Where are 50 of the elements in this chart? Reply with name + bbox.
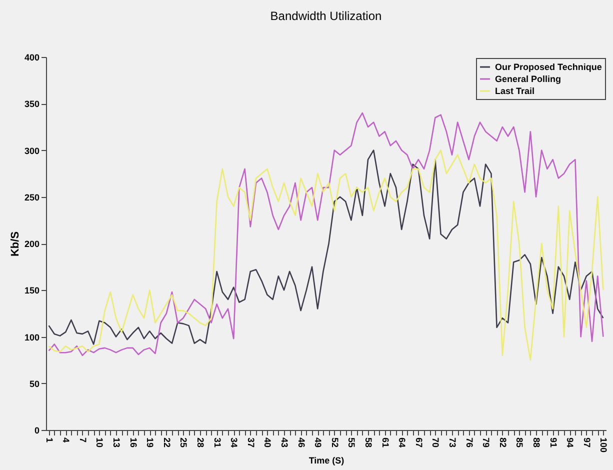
x-tick-label: 76 [464,438,474,448]
x-tick-label: 79 [481,438,492,448]
x-tick-label: 46 [296,438,306,448]
y-tick-label: 250 [24,192,40,202]
x-tick-label: 52 [330,438,340,448]
x-tick-label: 4 [61,438,72,443]
x-tick-label: 85 [514,438,525,448]
x-tick-label: 70 [430,438,441,448]
x-tick-label: 61 [380,438,390,448]
x-tick-label: 43 [280,438,290,448]
y-tick-label: 0 [34,426,40,436]
x-tick-label: 13 [112,438,122,448]
x-tick-label: 40 [262,438,273,448]
x-tick-label: 31 [212,438,222,448]
x-tick-label: 82 [498,438,508,448]
x-tick-label: 91 [548,438,558,448]
x-tick-label: 19 [145,438,156,448]
x-tick-label: 64 [397,438,408,448]
x-tick-label: 49 [313,438,324,448]
x-tick-label: 7 [78,438,88,443]
x-tick-label: 73 [448,438,458,448]
y-axis-title: Kb/S [9,231,22,257]
legend-label: Last Trail [495,86,535,96]
x-tick-label: 94 [565,438,576,448]
x-tick-label: 10 [94,438,105,448]
x-tick-label: 88 [532,438,542,448]
x-tick-label: 67 [414,438,424,448]
x-tick-label: 25 [178,438,189,448]
y-tick-label: 100 [24,332,40,342]
y-tick-label: 400 [24,52,40,62]
legend-label: General Polling [495,74,562,84]
x-axis-title: Time (S) [308,456,344,466]
x-tick-label: 58 [364,438,374,448]
chart-title: Bandwidth Utilization [270,9,382,23]
x-tick-label: 28 [196,438,206,448]
line-series [48,112,604,356]
x-tick-label: 22 [162,438,172,448]
legend-label: Our Proposed Technique [495,62,602,72]
y-tick-label: 200 [24,239,40,249]
x-tick-label: 16 [128,438,138,448]
y-tick-label: 150 [24,286,40,296]
y-tick-label: 50 [29,378,40,389]
x-tick-label: 100 [598,438,609,453]
y-tick-label: 350 [24,99,40,110]
x-tick-label: 97 [582,438,592,448]
x-tick-label: 55 [346,438,357,448]
x-tick-label: 1 [44,438,54,443]
y-tick-label: 300 [24,146,40,156]
x-tick-label: 37 [246,438,256,448]
x-tick-label: 34 [229,438,240,448]
